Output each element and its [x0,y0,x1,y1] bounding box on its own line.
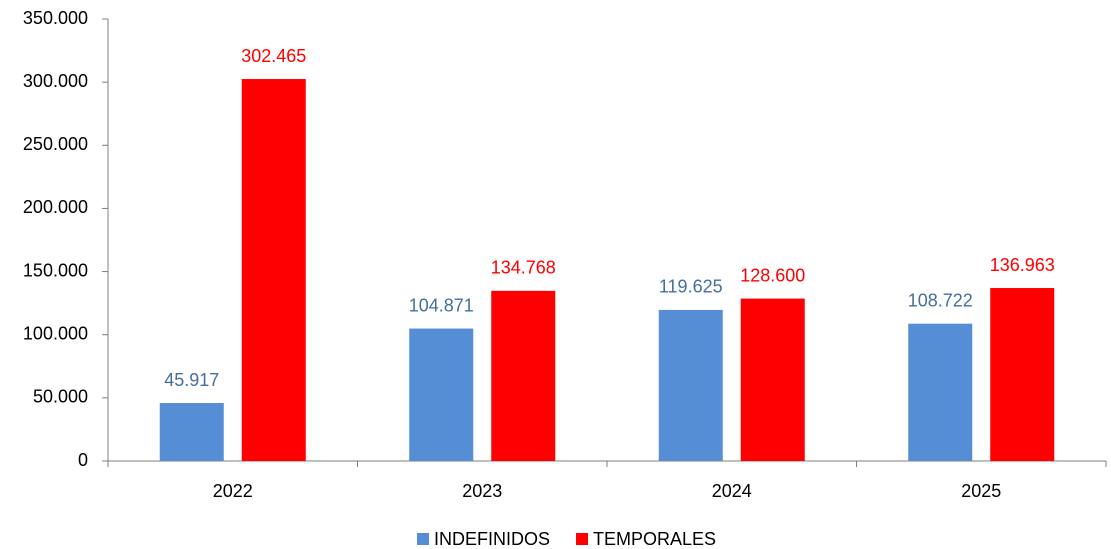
bar [409,328,474,461]
data-label: 134.768 [491,258,556,278]
x-tick-label: 2024 [712,481,752,501]
x-tick-label: 2025 [961,481,1001,501]
bar [740,298,805,461]
y-tick-label: 50.000 [33,387,88,407]
y-tick-label: 0 [78,450,88,470]
data-label: 136.963 [990,255,1055,275]
data-label: 104.871 [409,295,474,315]
data-label: 302.465 [241,46,306,66]
legend-swatch [417,533,429,545]
y-tick-label: 150.000 [23,260,88,280]
bar [908,323,973,461]
bar [491,290,556,461]
bar [990,288,1055,461]
y-tick-label: 100.000 [23,323,88,343]
data-label: 128.600 [740,265,805,285]
y-tick-label: 200.000 [23,197,88,217]
x-tick-label: 2023 [462,481,502,501]
legend-swatch [576,533,589,545]
legend-label: INDEFINIDOS [434,529,550,549]
bar [159,403,224,461]
legend-label: TEMPORALES [593,529,716,549]
data-label: 119.625 [659,277,723,297]
data-label: 108.722 [908,290,973,310]
y-tick-label: 350.000 [23,8,88,28]
bar [241,79,306,462]
y-tick-label: 250.000 [23,134,88,154]
data-label: 45.917 [164,370,219,390]
y-tick-label: 300.000 [23,71,88,91]
x-tick-label: 2022 [213,481,253,501]
bar [658,309,723,461]
